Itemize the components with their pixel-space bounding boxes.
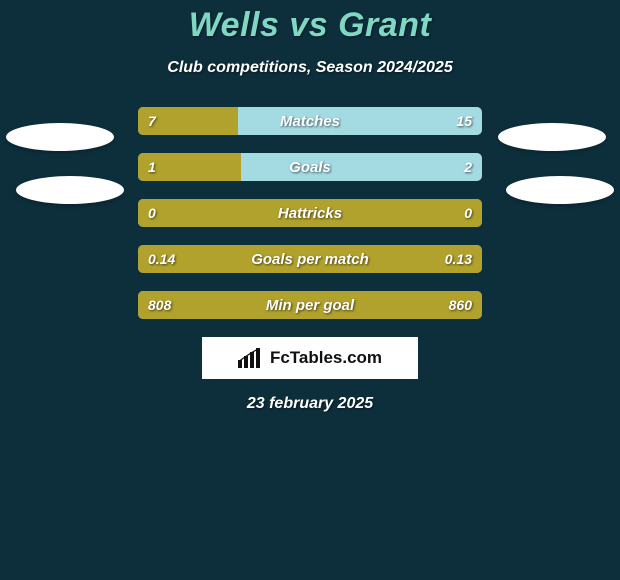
stat-fill [138, 245, 482, 273]
date-text: 23 february 2025 [0, 395, 620, 413]
team-badge-placeholder [16, 176, 124, 204]
stat-fill [138, 153, 241, 181]
bars-icon [238, 348, 264, 368]
stat-row: 00Hattricks [138, 199, 482, 227]
stat-fill [138, 291, 482, 319]
page-title: Wells vs Grant [0, 0, 620, 45]
subtitle: Club competitions, Season 2024/2025 [0, 59, 620, 77]
stat-row: 12Goals [138, 153, 482, 181]
team-badge-placeholder [506, 176, 614, 204]
logo-band: FcTables.com [202, 337, 418, 379]
stat-right-value: 15 [446, 107, 482, 135]
stat-right-value: 2 [454, 153, 482, 181]
team-badge-placeholder [6, 123, 114, 151]
stat-fill [138, 199, 482, 227]
comparison-card: Wells vs Grant Club competitions, Season… [0, 0, 620, 440]
stat-bars: 715Matches 12Goals 00Hattricks 0.140.13Goal… [138, 107, 482, 319]
stat-row: 715Matches [138, 107, 482, 135]
logo-text: FcTables.com [270, 348, 382, 368]
stat-row: 808860Min per goal [138, 291, 482, 319]
stat-row: 0.140.13Goals per match [138, 245, 482, 273]
team-badge-placeholder [498, 123, 606, 151]
stat-fill [138, 107, 238, 135]
